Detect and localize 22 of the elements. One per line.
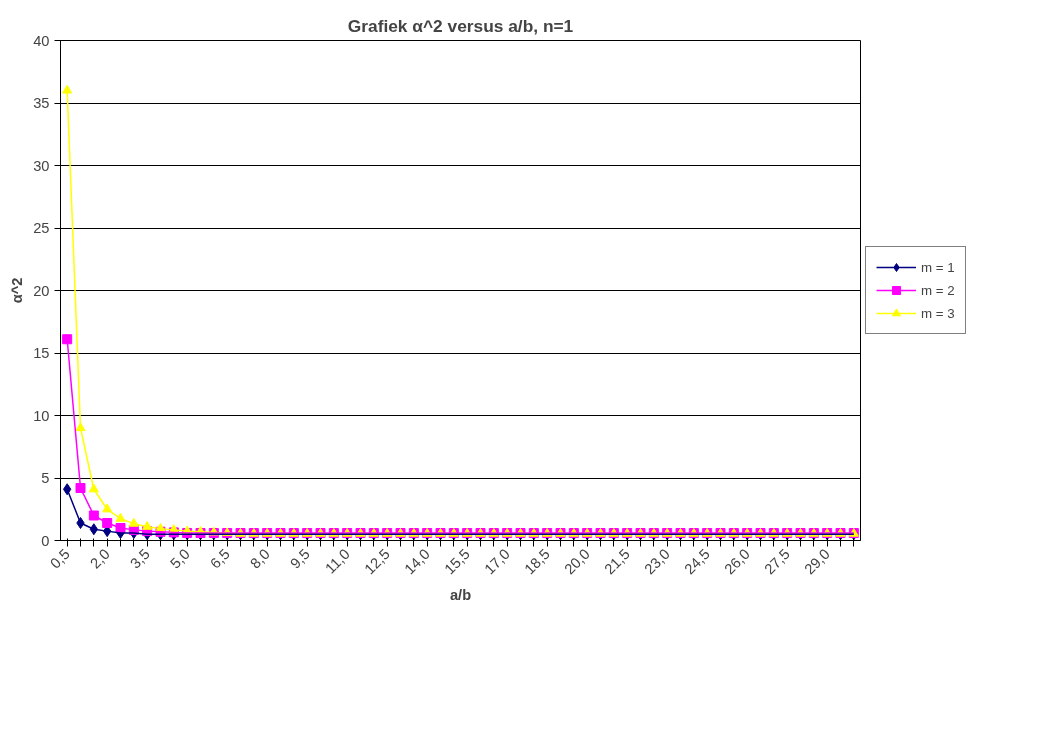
- y-tick-label: 25: [33, 220, 50, 236]
- x-tick-label: 9,5: [287, 545, 313, 572]
- y-tick-label: 5: [41, 470, 50, 486]
- x-tick-label: 0,5: [47, 545, 73, 572]
- x-axis-title: a/b: [449, 586, 472, 603]
- y-tick-label: 35: [33, 95, 50, 111]
- y-tick-label: 15: [33, 345, 50, 361]
- x-tick-label: 2,0: [87, 545, 113, 572]
- y-tick-label: 30: [33, 157, 50, 174]
- chart-title: Grafiek α^2 versus a/b, n=1: [347, 15, 574, 36]
- y-tick-label: 40: [33, 32, 50, 49]
- x-tick-label: 5,0: [167, 545, 193, 572]
- x-tick-label: 8,0: [247, 545, 273, 572]
- x-tick-label: 3,5: [127, 545, 153, 572]
- legend-label: m = 1: [921, 259, 955, 275]
- legend-label: m = 2: [921, 282, 955, 298]
- y-axis-title: α^2: [9, 277, 26, 304]
- y-tick-label: 20: [33, 282, 50, 299]
- y-tick-label: 0: [41, 532, 50, 549]
- legend-label: m = 3: [921, 305, 955, 321]
- y-tick-label: 10: [33, 407, 50, 424]
- x-tick-label: 6,5: [207, 545, 233, 572]
